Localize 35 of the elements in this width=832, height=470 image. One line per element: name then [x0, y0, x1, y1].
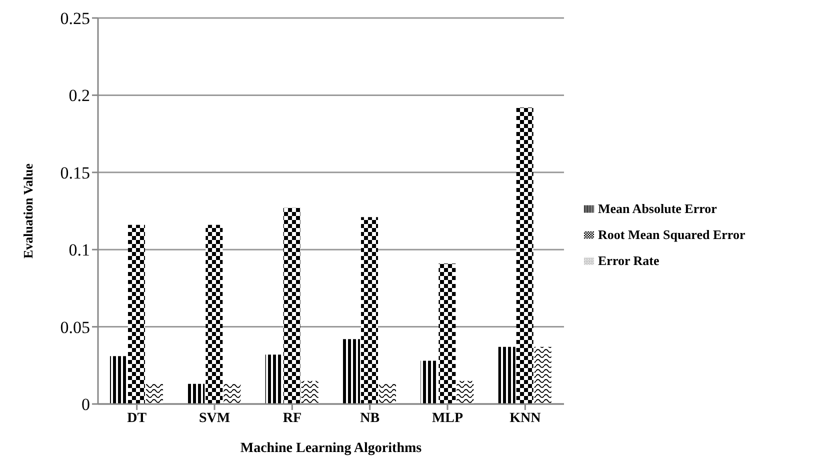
bar [420, 360, 438, 404]
y-tick-label: 0.05 [60, 318, 90, 337]
bar [498, 346, 516, 404]
bar [456, 380, 474, 404]
bar [361, 217, 378, 404]
bar [438, 263, 456, 404]
x-tick-label: NB [360, 410, 380, 426]
x-tick-label: RF [282, 410, 302, 426]
bar [110, 356, 127, 404]
legend-label: Root Mean Squared Error [598, 227, 746, 242]
y-tick-label: 0.1 [68, 240, 90, 260]
x-tick-label: KNN [510, 410, 541, 426]
bar [516, 108, 534, 404]
bar [206, 224, 223, 404]
y-tick-label: 0.2 [68, 86, 90, 106]
x-tick-label: SVM [198, 410, 230, 426]
y-tick-label: 0.25 [60, 9, 90, 28]
bar [265, 354, 282, 404]
bar [188, 384, 205, 404]
bar [146, 384, 163, 404]
bar [128, 224, 145, 404]
legend-label: Error Rate [598, 253, 660, 268]
bar [224, 384, 241, 404]
bar [301, 380, 318, 404]
y-tick-label: 0 [82, 395, 90, 414]
bar [343, 339, 360, 404]
bar [534, 346, 552, 404]
bar [283, 208, 300, 404]
bar [379, 384, 396, 404]
y-tick-label: 0.15 [60, 163, 90, 182]
x-tick-label: DT [127, 410, 148, 426]
x-tick-label: MLP [432, 410, 464, 426]
legend-label: Mean Absolute Error [598, 201, 717, 216]
x-axis-title: Machine Learning Algorithms [240, 441, 422, 456]
y-axis-title: Evaluation Value [20, 163, 36, 259]
